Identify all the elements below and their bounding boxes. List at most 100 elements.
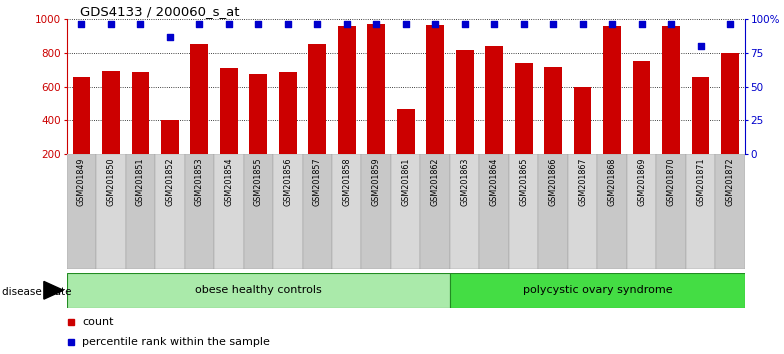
Bar <box>721 53 739 154</box>
Bar <box>303 154 332 269</box>
Bar <box>656 154 686 269</box>
Text: GSM201849: GSM201849 <box>77 158 86 206</box>
Bar <box>544 67 562 154</box>
Text: GSM201864: GSM201864 <box>490 158 499 206</box>
Point <box>104 21 117 26</box>
Text: polycystic ovary syndrome: polycystic ovary syndrome <box>523 285 672 295</box>
Bar <box>220 68 238 154</box>
Bar <box>73 78 90 154</box>
Bar <box>420 154 450 269</box>
Bar <box>67 154 96 269</box>
Point <box>665 21 677 26</box>
Bar <box>485 46 503 154</box>
Bar <box>574 87 591 154</box>
Point <box>252 21 264 26</box>
Bar <box>191 44 209 154</box>
Text: GSM201869: GSM201869 <box>637 158 646 206</box>
Text: GSM201861: GSM201861 <box>401 158 410 206</box>
Bar <box>161 120 179 154</box>
Text: GSM201868: GSM201868 <box>608 158 617 206</box>
Text: GSM201854: GSM201854 <box>224 158 234 206</box>
Point <box>635 21 648 26</box>
Bar <box>662 26 680 154</box>
Point <box>488 21 500 26</box>
Text: GSM201858: GSM201858 <box>343 158 351 206</box>
Bar <box>279 73 296 154</box>
Text: GSM201867: GSM201867 <box>578 158 587 206</box>
Text: GSM201850: GSM201850 <box>107 158 115 206</box>
Polygon shape <box>44 281 64 299</box>
Point <box>340 21 353 26</box>
Bar <box>603 26 621 154</box>
Text: disease state: disease state <box>2 287 71 297</box>
Text: GSM201855: GSM201855 <box>254 158 263 206</box>
Point <box>370 21 383 26</box>
Text: GSM201863: GSM201863 <box>460 158 469 206</box>
Point <box>164 34 176 40</box>
Point <box>724 21 736 26</box>
Bar <box>368 24 385 154</box>
Bar <box>184 154 214 269</box>
Bar <box>155 154 184 269</box>
Text: count: count <box>82 318 114 327</box>
Point <box>429 21 441 26</box>
Bar <box>515 63 532 154</box>
Bar <box>125 154 155 269</box>
Text: percentile rank within the sample: percentile rank within the sample <box>82 337 270 347</box>
Bar <box>539 154 568 269</box>
Bar <box>627 154 656 269</box>
Text: GSM201872: GSM201872 <box>725 158 735 206</box>
Text: obese healthy controls: obese healthy controls <box>195 285 321 295</box>
Bar <box>450 273 745 308</box>
Bar <box>715 154 745 269</box>
Point <box>75 21 88 26</box>
Text: GSM201851: GSM201851 <box>136 158 145 206</box>
Point <box>576 21 589 26</box>
Bar <box>480 154 509 269</box>
Point <box>517 21 530 26</box>
Bar <box>132 73 149 154</box>
Bar <box>691 77 710 154</box>
Bar <box>391 154 420 269</box>
Point <box>223 21 235 26</box>
Bar <box>96 154 125 269</box>
Bar <box>426 24 444 154</box>
Point <box>399 21 412 26</box>
Text: GSM201856: GSM201856 <box>283 158 292 206</box>
Bar <box>332 154 361 269</box>
Bar <box>102 71 120 154</box>
Bar <box>509 154 539 269</box>
Bar <box>568 154 597 269</box>
Text: GSM201866: GSM201866 <box>549 158 557 206</box>
Text: GSM201859: GSM201859 <box>372 158 381 206</box>
Bar <box>67 273 450 308</box>
Bar <box>249 74 267 154</box>
Point <box>311 21 324 26</box>
Point <box>281 21 294 26</box>
Point <box>459 21 471 26</box>
Text: GSM201862: GSM201862 <box>430 158 440 206</box>
Bar <box>456 50 474 154</box>
Bar <box>361 154 391 269</box>
Point <box>134 21 147 26</box>
Text: GSM201852: GSM201852 <box>165 158 174 206</box>
Text: GDS4133 / 200060_s_at: GDS4133 / 200060_s_at <box>80 5 240 18</box>
Bar <box>338 26 356 154</box>
Point <box>193 21 205 26</box>
Point <box>606 21 619 26</box>
Text: GSM201870: GSM201870 <box>666 158 676 206</box>
Bar <box>308 44 326 154</box>
Bar <box>633 61 651 154</box>
Text: GSM201853: GSM201853 <box>194 158 204 206</box>
Text: GSM201857: GSM201857 <box>313 158 321 206</box>
Text: GSM201865: GSM201865 <box>519 158 528 206</box>
Point <box>547 21 560 26</box>
Bar <box>397 109 415 154</box>
Text: GSM201871: GSM201871 <box>696 158 705 206</box>
Bar <box>597 154 627 269</box>
Bar <box>214 154 244 269</box>
Point <box>695 44 707 49</box>
Bar <box>244 154 273 269</box>
Bar <box>273 154 303 269</box>
Bar <box>686 154 715 269</box>
